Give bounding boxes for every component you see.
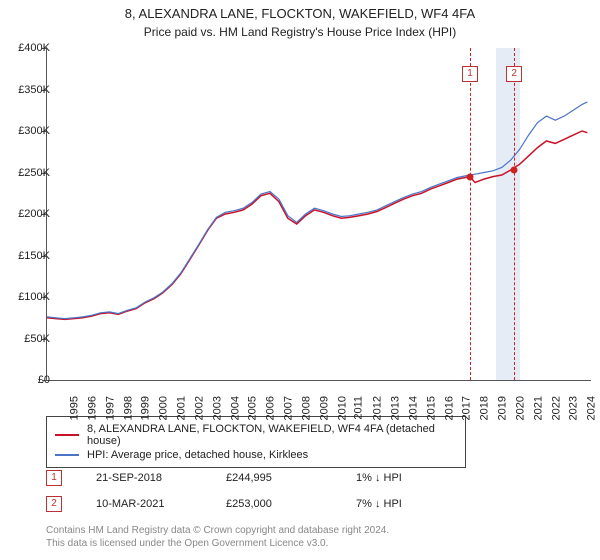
sale-marker-1: 1 — [46, 470, 62, 486]
y-axis-label: £350K — [6, 84, 50, 96]
sale-diff-2: 7% ↓ HPI — [356, 498, 486, 510]
y-axis-label: £100K — [6, 291, 50, 303]
y-axis-label: £250K — [6, 167, 50, 179]
x-axis-label: 2013 — [390, 396, 402, 420]
footer-attribution: Contains HM Land Registry data © Crown c… — [46, 524, 389, 550]
x-axis-label: 2018 — [479, 396, 491, 420]
marker-dot — [467, 173, 474, 180]
x-axis-label: 2002 — [193, 396, 205, 420]
sale-date-2: 10-MAR-2021 — [96, 498, 226, 510]
marker-dot — [511, 167, 518, 174]
sale-row-2: 2 10-MAR-2021 £253,000 7% ↓ HPI — [46, 496, 586, 512]
line-plot-svg — [47, 48, 591, 380]
legend-swatch — [55, 434, 79, 436]
x-axis-label: 2000 — [158, 396, 170, 420]
x-axis-label: 2001 — [176, 396, 188, 420]
y-axis-label: £0 — [6, 374, 50, 386]
marker-vertical-line — [514, 48, 515, 380]
y-axis-label: £400K — [6, 42, 50, 54]
series-line — [47, 131, 587, 319]
chart-title: 8, ALEXANDRA LANE, FLOCKTON, WAKEFIELD, … — [0, 0, 600, 23]
sale-row-1: 1 21-SEP-2018 £244,995 1% ↓ HPI — [46, 470, 586, 486]
x-axis-label: 2024 — [586, 396, 598, 420]
x-axis-label: 2022 — [550, 396, 562, 420]
legend-row: 8, ALEXANDRA LANE, FLOCKTON, WAKEFIELD, … — [55, 422, 457, 448]
x-axis-label: 2008 — [300, 396, 312, 420]
x-axis-label: 2020 — [514, 396, 526, 420]
x-axis-label: 1999 — [140, 396, 152, 420]
x-axis-label: 2023 — [568, 396, 580, 420]
sale-price-1: £244,995 — [226, 472, 356, 484]
legend-label: HPI: Average price, detached house, Kirk… — [87, 449, 308, 461]
chart-subtitle: Price paid vs. HM Land Registry's House … — [0, 23, 600, 39]
x-axis-label: 2007 — [283, 396, 295, 420]
sale-date-1: 21-SEP-2018 — [96, 472, 226, 484]
y-axis-label: £200K — [6, 208, 50, 220]
sale-diff-1: 1% ↓ HPI — [356, 472, 486, 484]
x-axis-label: 1998 — [122, 396, 134, 420]
footer-line-1: Contains HM Land Registry data © Crown c… — [46, 524, 389, 537]
footer-line-2: This data is licensed under the Open Gov… — [46, 537, 389, 550]
x-axis-label: 2016 — [443, 396, 455, 420]
x-axis-label: 2011 — [353, 396, 365, 420]
marker-label-box: 1 — [462, 66, 478, 82]
x-axis-label: 2004 — [229, 396, 241, 420]
x-axis-label: 2006 — [265, 396, 277, 420]
sale-marker-2: 2 — [46, 496, 62, 512]
x-axis-label: 2005 — [247, 396, 259, 420]
x-axis-label: 1997 — [104, 396, 116, 420]
x-axis-label: 1996 — [86, 396, 98, 420]
x-axis-label: 2003 — [211, 396, 223, 420]
x-axis-label: 2017 — [461, 396, 473, 420]
x-axis-label: 2009 — [318, 396, 330, 420]
x-axis-label: 2014 — [407, 396, 419, 420]
x-axis-label: 2015 — [425, 396, 437, 420]
legend-swatch — [55, 454, 79, 456]
y-axis-label: £150K — [6, 250, 50, 262]
y-axis-label: £50K — [6, 333, 50, 345]
marker-label-box: 2 — [506, 66, 522, 82]
marker-vertical-line — [470, 48, 471, 380]
x-axis-label: 2019 — [497, 396, 509, 420]
legend-label: 8, ALEXANDRA LANE, FLOCKTON, WAKEFIELD, … — [87, 423, 457, 447]
x-axis-label: 2021 — [532, 396, 544, 420]
legend-row: HPI: Average price, detached house, Kirk… — [55, 448, 457, 462]
chart-plot-area: 12 — [46, 48, 591, 381]
sale-price-2: £253,000 — [226, 498, 356, 510]
x-axis-label: 2010 — [336, 396, 348, 420]
x-axis-label: 1995 — [68, 396, 80, 420]
y-axis-label: £300K — [6, 125, 50, 137]
legend-box: 8, ALEXANDRA LANE, FLOCKTON, WAKEFIELD, … — [46, 416, 466, 468]
x-axis-label: 2012 — [372, 396, 384, 420]
